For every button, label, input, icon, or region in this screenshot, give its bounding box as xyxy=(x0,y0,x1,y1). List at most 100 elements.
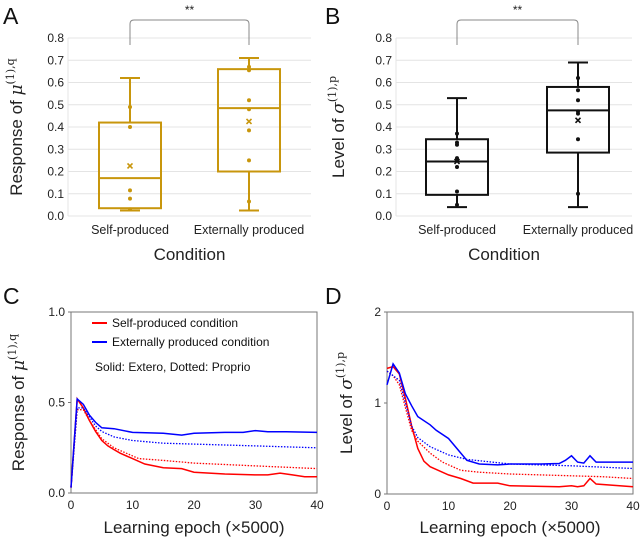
category-label: Externally produced xyxy=(194,223,305,237)
series-line-self-dotted xyxy=(70,409,318,488)
box-iqr xyxy=(425,138,489,196)
data-point xyxy=(576,76,580,81)
data-point xyxy=(247,199,251,204)
x-axis-label: Learning epoch (×5000) xyxy=(104,518,285,537)
x-tick-label: 20 xyxy=(503,499,517,513)
mean-marker xyxy=(126,162,134,170)
y-tick-label: 0.8 xyxy=(47,31,64,45)
data-point xyxy=(576,191,580,196)
y-tick-label: 0.3 xyxy=(47,142,64,156)
data-point xyxy=(128,125,132,129)
y-tick-label: 0.2 xyxy=(47,165,64,179)
data-point xyxy=(247,64,251,69)
legend-label: Externally produced condition xyxy=(112,335,269,349)
y-tick-label: 0.1 xyxy=(375,187,392,201)
y-tick-label: 0 xyxy=(374,487,381,501)
x-tick-label: 10 xyxy=(442,499,456,513)
legend-note: Solid: Extero, Dotted: Proprio xyxy=(95,360,251,374)
panel-letter: B xyxy=(325,3,340,29)
x-tick-label: 20 xyxy=(187,498,201,512)
data-point xyxy=(247,158,251,163)
x-tick-label: 10 xyxy=(126,498,140,512)
data-point xyxy=(455,131,459,136)
significance-label: ** xyxy=(185,3,195,17)
y-tick-label: 2 xyxy=(374,305,381,319)
y-tick-label: 0.1 xyxy=(47,187,64,201)
panel-C: C 0.0 0.5 1.0 0 10 20 30 40 Self-produced conditi… xyxy=(3,283,324,537)
y-axis-label: Response of μ(1),q xyxy=(6,334,29,471)
panel-B: B 0.0 0.1 0.2 0.3 0.4 0.5 0.6 0.7 0.8 Self-produce… xyxy=(325,3,633,264)
y-tick-label: 0.2 xyxy=(375,165,392,179)
data-point xyxy=(128,196,132,201)
y-tick-label: 0.7 xyxy=(375,53,392,67)
y-tick-label: 0.4 xyxy=(47,120,64,134)
data-point xyxy=(247,107,251,112)
series-line-self-solid xyxy=(70,396,317,488)
box-self-produced xyxy=(98,77,162,212)
y-tick-label: 0.6 xyxy=(375,76,392,90)
panel-letter: A xyxy=(3,3,19,29)
significance-label: ** xyxy=(513,3,523,17)
legend-label: Self-produced condition xyxy=(112,316,238,330)
x-tick-label: 40 xyxy=(626,499,640,513)
data-point xyxy=(576,111,580,116)
y-tick-label: 0.3 xyxy=(375,142,392,156)
y-tick-label: 0.0 xyxy=(375,209,392,223)
data-point xyxy=(576,137,580,142)
category-label: Self-produced xyxy=(91,223,169,237)
panel-A: A 0.0 0.1 0.2 0.3 0.4 0.5 0.6 0.7 0.8 Self-produce… xyxy=(3,3,311,264)
panel-letter: D xyxy=(325,283,342,309)
data-point xyxy=(247,68,251,73)
x-axis-label: Learning epoch (×5000) xyxy=(420,518,601,537)
y-tick-label: 0.0 xyxy=(48,486,65,500)
y-tick-label: 1.0 xyxy=(48,305,65,319)
data-point xyxy=(455,202,459,207)
category-label: Externally produced xyxy=(523,223,634,237)
x-tick-label: 30 xyxy=(249,498,263,512)
box-externally-produced xyxy=(217,57,281,212)
series-line-self-solid xyxy=(386,365,634,488)
x-tick-label: 30 xyxy=(565,499,579,513)
y-tick-label: 0.0 xyxy=(47,209,64,223)
data-point xyxy=(128,104,132,109)
series-line-external-solid xyxy=(386,362,633,466)
box-self-produced xyxy=(425,97,489,209)
data-point xyxy=(128,188,132,193)
y-tick-label: 0.5 xyxy=(375,98,392,112)
y-tick-label: 0.4 xyxy=(375,120,392,134)
box-iqr xyxy=(546,85,610,154)
y-axis-label: Response of μ(1),q xyxy=(4,58,27,195)
y-tick-label: 0.8 xyxy=(375,31,392,45)
mean-marker xyxy=(574,117,582,124)
box-externally-produced xyxy=(546,61,610,209)
significance-bracket xyxy=(456,19,579,45)
y-tick-label: 1 xyxy=(374,396,381,410)
data-point xyxy=(247,98,251,103)
category-label: Self-produced xyxy=(418,223,496,237)
y-tick-label: 0.6 xyxy=(47,76,64,90)
data-point xyxy=(455,189,459,194)
y-axis-label: Level of σ(1),p xyxy=(326,76,349,178)
data-point xyxy=(576,88,580,93)
x-axis-label: Condition xyxy=(154,245,226,264)
series-line-external-dotted xyxy=(70,407,318,488)
mean-marker xyxy=(453,158,461,165)
y-axis-label: Level of σ(1),p xyxy=(334,352,357,454)
y-tick-label: 0.5 xyxy=(47,98,64,112)
x-tick-label: 0 xyxy=(68,498,75,512)
y-tick-label: 0.5 xyxy=(48,396,65,410)
x-axis-label: Condition xyxy=(468,245,540,264)
significance-bracket xyxy=(129,19,250,45)
mean-marker xyxy=(245,118,253,125)
data-point xyxy=(128,207,132,212)
data-point xyxy=(455,142,459,147)
y-tick-label: 0.7 xyxy=(47,53,64,67)
data-point xyxy=(576,98,580,103)
panel-letter: C xyxy=(3,283,20,309)
plot-frame xyxy=(386,311,634,495)
series-line-external-dotted xyxy=(386,370,634,470)
data-point xyxy=(247,128,251,133)
series-line-self-dotted xyxy=(386,370,634,480)
